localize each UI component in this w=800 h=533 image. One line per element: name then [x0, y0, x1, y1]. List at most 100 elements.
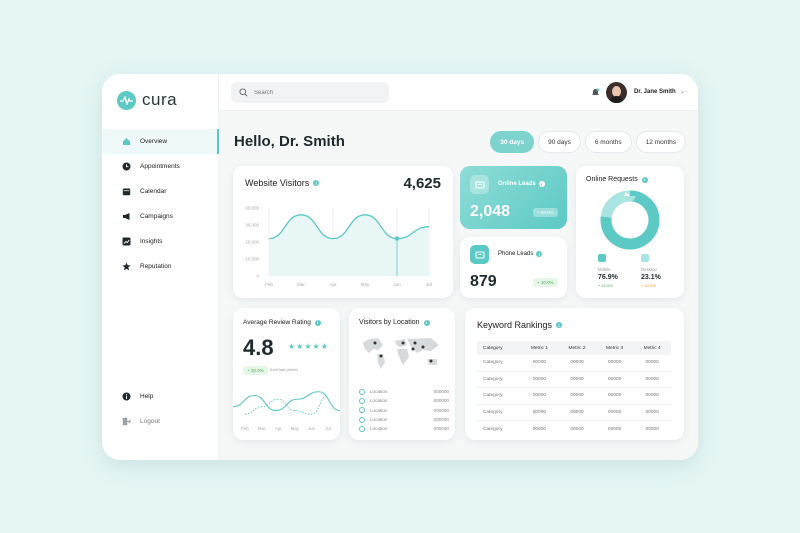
range-90-days-button[interactable]: 90 days [538, 131, 581, 153]
table-cell: Category [483, 409, 503, 415]
x-tick-label: Jun [308, 426, 316, 431]
website-visitors-card: Website Visitors i 4,625 40,000 30,000 20,… [233, 166, 453, 298]
sidebar-item-campaigns[interactable]: Campaigns [102, 204, 219, 229]
star-icon: ★ [304, 342, 312, 351]
sidebar-item-calendar[interactable]: Calendar [102, 179, 219, 204]
mobile-value: 76.9% [598, 274, 618, 281]
donut-slice-desktop [600, 190, 660, 250]
range-6-months-button[interactable]: 6 months [584, 131, 632, 153]
online-leads-title: Online Leads [498, 181, 536, 187]
column-header: Metric 4 [643, 345, 661, 351]
table-row[interactable]: Category 00000 00000 00000 00000 [477, 372, 671, 388]
logout-icon [122, 417, 131, 426]
y-tick-label: 20,000 [245, 240, 259, 245]
location-marker-icon [359, 425, 365, 432]
range-12-months-button[interactable]: 12 months [635, 131, 686, 153]
table-cell: 00000 [607, 360, 622, 366]
table-cell: 00000 [570, 409, 584, 415]
table-cell: 00000 [532, 360, 547, 366]
info-icon[interactable]: i [313, 180, 320, 186]
table-row[interactable]: Category 00000 00000 00000 00000 [477, 421, 671, 438]
review-change-badge: + 20.0% [243, 366, 268, 375]
online-leads-change-badge: + 20.0% [533, 208, 558, 217]
table-cell: 00000 [645, 409, 659, 415]
sidebar-item-label: Appointments [140, 163, 180, 170]
list-item: Location 000000 [359, 424, 449, 433]
series-line [268, 214, 430, 240]
phone-leads-title-row: Phone Leads i [498, 251, 543, 257]
online-leads-title-row: Online Leads i [498, 181, 545, 187]
x-tick-label: Jul [426, 282, 432, 287]
info-icon[interactable]: i [556, 322, 563, 328]
online-requests-title: Online Requests [586, 176, 638, 183]
sidebar-item-appointments[interactable]: Appointments [102, 154, 219, 179]
x-tick-label: Feb [265, 282, 273, 287]
sidebar-item-insights[interactable]: Insights [102, 229, 219, 254]
table-row[interactable]: Category 00000 00000 00000 00000 [477, 405, 671, 421]
search-input[interactable] [254, 89, 374, 96]
sidebar-nav: Overview Appointments Calendar Campaigns… [102, 129, 219, 279]
search-box[interactable] [231, 82, 389, 103]
sidebar-item-help[interactable]: Help [102, 384, 219, 409]
table-row[interactable]: Category 00000 00000 00000 00000 [477, 388, 671, 405]
column-header: Metric 2 [568, 345, 586, 351]
x-tick-label: Feb [241, 426, 249, 431]
location-value: 000000 [433, 398, 449, 404]
table-cell: 00000 [607, 376, 622, 382]
online-requests-card: Online Requests i Mobile 76.9% + 10.0% D… [576, 166, 684, 298]
sidebar-item-label: Insights [140, 238, 163, 245]
table-row[interactable]: Category 00000 00000 00000 00000 [477, 355, 671, 372]
mobile-icon [598, 254, 606, 262]
y-tick-label: 30,000 [245, 223, 259, 228]
table-cell: 00000 [532, 376, 547, 382]
info-icon[interactable]: i [423, 319, 430, 326]
info-icon[interactable]: i [314, 319, 321, 326]
sidebar-item-overview[interactable]: Overview [102, 129, 219, 154]
table-cell: 00000 [570, 393, 584, 399]
sidebar-item-reputation[interactable]: Reputation [102, 254, 219, 279]
review-trend-chart: Feb Mar Apr May Jun Jul [233, 391, 340, 431]
avatar[interactable] [606, 82, 627, 103]
x-tick-label: Mar [297, 282, 305, 287]
sidebar-item-logout[interactable]: Logout [102, 409, 219, 434]
list-item: Location 000000 [359, 406, 449, 415]
x-tick-label: Jul [325, 426, 331, 431]
table-cell: 00000 [532, 426, 547, 432]
location-label: Location [370, 389, 388, 395]
topbar: Dr. Jane Smith ⌄ [219, 74, 698, 111]
table-cell: 00000 [570, 376, 584, 382]
keyword-rankings-table: Category Metric 1 Metric 2 Metric 3 Metr… [477, 341, 671, 438]
star-icon: ★ [288, 342, 296, 351]
x-tick-label: Jun [393, 282, 401, 287]
location-marker-icon [359, 416, 365, 423]
notification-bell-icon[interactable] [591, 88, 600, 97]
user-name[interactable]: Dr. Jane Smith [634, 89, 676, 95]
data-point [394, 236, 400, 241]
column-header: Category [483, 345, 503, 351]
x-tick-label: Mar [258, 426, 266, 431]
review-change-note: from last period [270, 367, 298, 372]
logo[interactable]: cura [117, 90, 177, 110]
range-30-days-button[interactable]: 30 days [490, 131, 535, 153]
website-visitors-title: Website Visitors [245, 178, 310, 188]
info-icon[interactable]: i [536, 251, 543, 257]
website-visitors-total: 4,625 [403, 175, 441, 192]
online-leads-value: 2,048 [470, 203, 511, 220]
clock-icon [122, 162, 131, 171]
info-icon[interactable]: i [538, 181, 545, 187]
mobile-label: Mobile [598, 267, 611, 272]
chart-icon [122, 237, 131, 246]
chevron-down-icon[interactable]: ⌄ [680, 89, 686, 95]
x-tick-label: Apr [275, 426, 282, 431]
list-item: Location 000000 [359, 396, 449, 405]
desktop-change: + 10.0% [641, 283, 656, 288]
info-icon [122, 392, 131, 401]
table-cell: 00000 [645, 393, 659, 399]
location-marker-icon [359, 388, 365, 395]
location-value: 000000 [433, 426, 449, 432]
phone-icon [470, 245, 489, 264]
column-header: Metric 1 [530, 345, 548, 351]
sidebar-item-label: Reputation [140, 263, 172, 270]
info-icon[interactable]: i [641, 176, 648, 183]
phone-leads-change-badge: + 10.0% [533, 278, 558, 287]
